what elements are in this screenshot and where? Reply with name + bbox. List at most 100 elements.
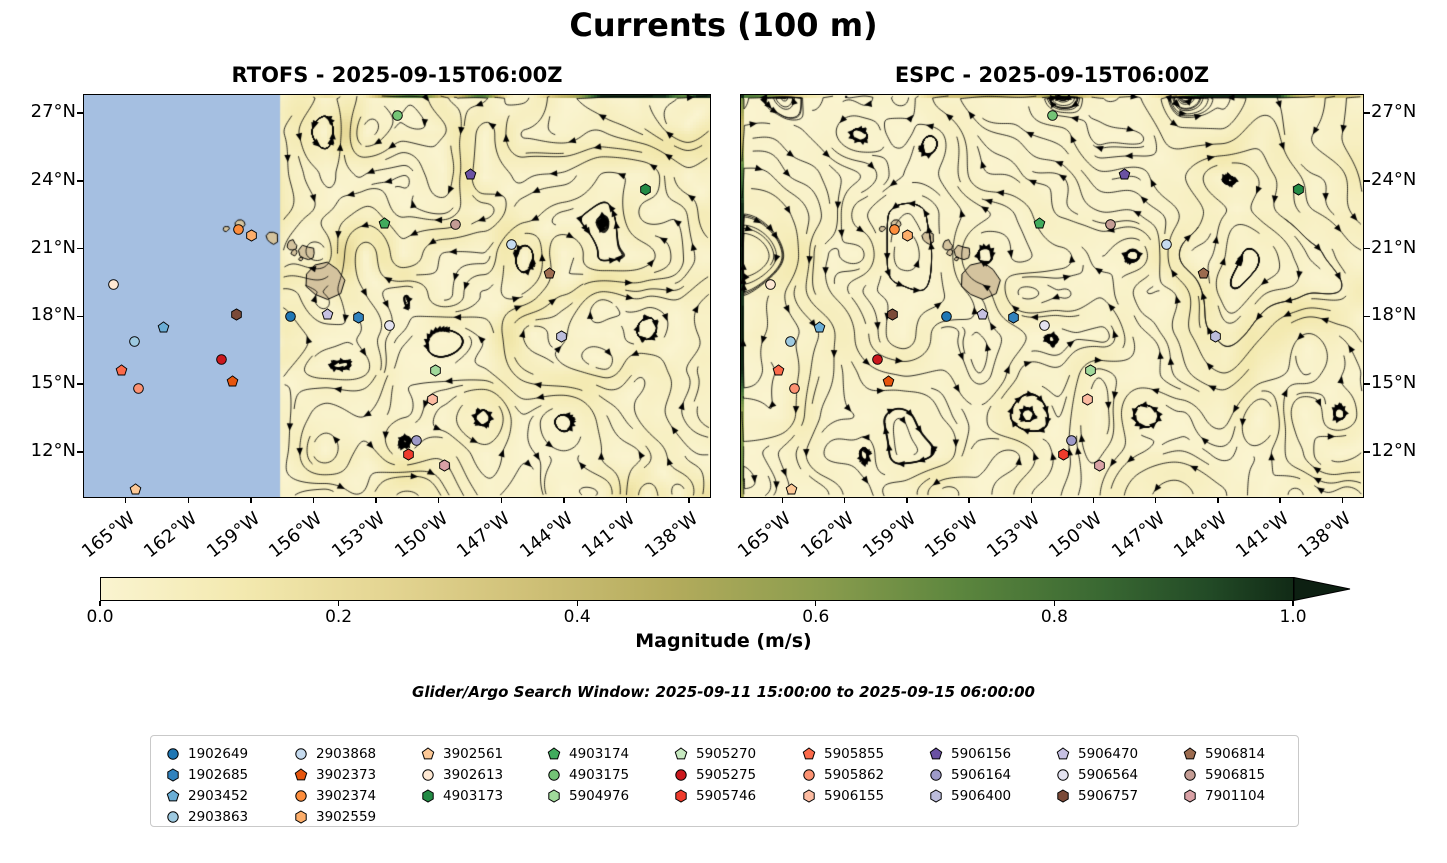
circle-marker-icon bbox=[295, 789, 307, 802]
legend-label: 5906156 bbox=[951, 745, 1012, 762]
legend-label: 5904976 bbox=[569, 787, 630, 804]
float-marker-2903863 bbox=[128, 335, 140, 347]
legend-item-5906815: 5906815 bbox=[1183, 764, 1265, 785]
colorbar-gradient bbox=[100, 576, 1351, 602]
y-tick-label-right: 21°N bbox=[1371, 236, 1417, 258]
colorbar-tick-label: 0.8 bbox=[1040, 607, 1068, 627]
legend-label: 5906400 bbox=[951, 787, 1012, 804]
x-tick-mark bbox=[438, 497, 440, 503]
x-tick-label: 156°W bbox=[265, 508, 327, 563]
float-marker-5906815 bbox=[1104, 219, 1116, 231]
legend-column: 3902561 3902613 4903173 bbox=[421, 743, 503, 806]
x-tick-mark bbox=[563, 497, 565, 503]
float-marker-5906155 bbox=[1081, 393, 1093, 406]
x-tick-mark bbox=[1217, 497, 1219, 503]
pentagon-marker-icon bbox=[674, 746, 688, 759]
legend-column: 5905270 5905275 5905746 bbox=[674, 743, 756, 806]
pentagon-marker-icon bbox=[929, 746, 943, 759]
float-marker-1902649 bbox=[285, 311, 296, 322]
legend-label: 1902685 bbox=[188, 766, 249, 783]
legend-item-5905746: 5905746 bbox=[674, 785, 756, 806]
pentagon-marker-icon bbox=[802, 746, 816, 759]
rtofs-panel-title: RTOFS - 2025-09-15T06:00Z bbox=[231, 63, 563, 87]
circle-marker-icon bbox=[930, 768, 942, 781]
y-tick-mark bbox=[77, 451, 83, 453]
float-marker-5906814 bbox=[1197, 267, 1210, 279]
y-tick-mark bbox=[77, 112, 83, 114]
pentagon-marker-icon bbox=[166, 788, 180, 801]
y-tick-label-left: 12°N bbox=[30, 439, 76, 461]
y-tick-mark bbox=[1364, 112, 1370, 114]
hexagon-marker-icon bbox=[295, 809, 307, 824]
float-marker-4903173 bbox=[1293, 183, 1305, 196]
colorbar-tick-label: 0.6 bbox=[802, 607, 830, 627]
float-marker-4903174 bbox=[378, 217, 391, 229]
float-marker-3902373 bbox=[226, 375, 238, 387]
x-tick-mark bbox=[1092, 497, 1095, 503]
y-tick-mark bbox=[77, 315, 83, 318]
float-marker-5906815 bbox=[450, 219, 461, 231]
circle-marker-icon bbox=[675, 768, 687, 781]
hexagon-marker-icon bbox=[422, 788, 434, 803]
hexagon-marker-icon bbox=[1057, 788, 1069, 803]
y-tick-label-left: 21°N bbox=[30, 236, 76, 258]
hexagon-marker-icon bbox=[930, 788, 942, 803]
espc-panel-title: ESPC - 2025-09-15T06:00Z bbox=[894, 63, 1210, 87]
colorbar-tick-mark bbox=[1292, 601, 1294, 606]
float-marker-1902685 bbox=[353, 311, 364, 324]
y-tick-mark bbox=[1364, 180, 1370, 182]
colorbar-tick-label: 0.0 bbox=[86, 607, 114, 627]
pentagon-marker-icon bbox=[1056, 746, 1070, 759]
float-marker-5905275 bbox=[872, 353, 884, 365]
circle-marker-icon bbox=[548, 768, 560, 781]
legend-label: 3902613 bbox=[443, 766, 504, 783]
legend-item-4903175: 4903175 bbox=[547, 764, 629, 785]
legend-item-5904976: 5904976 bbox=[547, 785, 629, 806]
float-marker-7901104 bbox=[1094, 459, 1105, 472]
circle-marker-icon bbox=[167, 747, 179, 760]
legend-item-5905862: 5905862 bbox=[802, 764, 884, 785]
legend-label: 5905746 bbox=[696, 787, 757, 804]
colorbar bbox=[100, 576, 1355, 602]
y-tick-label-right: 24°N bbox=[1371, 168, 1417, 190]
circle-marker-icon bbox=[803, 768, 815, 781]
float-marker-5906164 bbox=[1066, 435, 1077, 446]
float-marker-4903175 bbox=[391, 110, 403, 121]
x-tick-label: 150°W bbox=[1045, 508, 1107, 563]
legend-label: 7901104 bbox=[1205, 787, 1266, 804]
float-marker-5906470 bbox=[976, 307, 989, 320]
float-marker-3902374 bbox=[889, 224, 900, 235]
y-tick-mark bbox=[1364, 315, 1370, 318]
float-marker-5904976 bbox=[430, 364, 441, 377]
legend-item-5905270: 5905270 bbox=[674, 743, 756, 764]
legend-item-5906156: 5906156 bbox=[929, 743, 1011, 764]
legend-item-1902649: 1902649 bbox=[166, 743, 248, 764]
legend-column: 5905855 5905862 5906155 bbox=[802, 743, 884, 806]
legend-column: 2903868 3902373 3902374 3902559 bbox=[294, 743, 376, 827]
x-tick-label: 153°W bbox=[983, 508, 1045, 563]
float-marker-5905746 bbox=[1058, 447, 1069, 461]
rtofs-map-canvas bbox=[84, 95, 710, 497]
float-marker-4903173 bbox=[640, 183, 651, 196]
legend-item-5906164: 5906164 bbox=[929, 764, 1011, 785]
legend-item-7901104: 7901104 bbox=[1183, 785, 1265, 806]
float-marker-5906470 bbox=[321, 307, 333, 320]
legend-item-3902561: 3902561 bbox=[421, 743, 503, 764]
x-tick-mark bbox=[250, 497, 252, 503]
circle-marker-icon bbox=[167, 810, 179, 823]
hexagon-marker-icon bbox=[167, 767, 179, 782]
float-marker-3902613 bbox=[764, 279, 776, 290]
hexagon-marker-icon bbox=[675, 788, 687, 803]
float-marker-5905855 bbox=[772, 364, 785, 376]
float-marker-4903175 bbox=[1046, 110, 1058, 121]
hexagon-marker-icon bbox=[548, 788, 560, 803]
legend-label: 2903863 bbox=[188, 808, 249, 825]
legend-label: 4903175 bbox=[569, 766, 630, 783]
circle-marker-icon bbox=[295, 747, 307, 760]
x-tick-mark bbox=[688, 497, 690, 503]
x-tick-label: 162°W bbox=[140, 508, 202, 563]
x-tick-mark bbox=[625, 497, 628, 503]
pentagon-marker-icon bbox=[547, 746, 561, 759]
float-marker-5905746 bbox=[403, 447, 414, 461]
